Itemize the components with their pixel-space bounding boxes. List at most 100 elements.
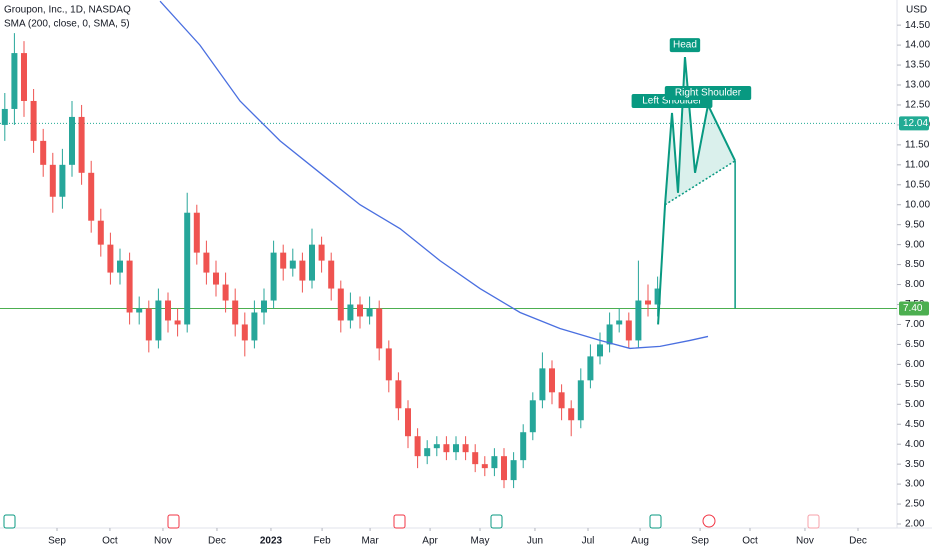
axes: 2.00 2.50 3.00 3.50 4.00 4.50 5.00 5.50 6.00 6.50… bbox=[48, 20, 930, 547]
candle-body bbox=[366, 308, 373, 317]
price-label-box bbox=[899, 301, 929, 316]
candle-body bbox=[635, 300, 642, 341]
candle-body bbox=[385, 348, 392, 381]
candle-body bbox=[241, 324, 248, 341]
earnings-icon[interactable] bbox=[649, 514, 662, 529]
x-tick-label: Jun bbox=[527, 536, 543, 547]
candle-body bbox=[1, 108, 8, 125]
candle-body bbox=[97, 220, 104, 245]
candle-body bbox=[117, 260, 123, 273]
candle-body bbox=[376, 308, 383, 349]
pattern-label-box bbox=[664, 85, 752, 100]
candle-body bbox=[299, 260, 306, 281]
candle-body bbox=[645, 300, 651, 305]
price-label: 12.04 bbox=[903, 118, 928, 129]
y-tick-label: 4.00 bbox=[905, 439, 925, 450]
x-tick-label: Sep bbox=[691, 536, 709, 547]
candle-body bbox=[597, 344, 603, 357]
candle-body bbox=[30, 100, 37, 141]
x-tick-label: Feb bbox=[313, 536, 331, 547]
candle-body bbox=[347, 304, 354, 321]
y-tick-label: 14.50 bbox=[905, 20, 930, 31]
candle-body bbox=[251, 312, 258, 341]
x-tick-label: 2023 bbox=[260, 536, 283, 547]
x-tick-label: Nov bbox=[796, 536, 814, 547]
candle-body bbox=[40, 140, 47, 165]
earnings-icon[interactable] bbox=[3, 514, 16, 529]
y-tick-label: 7.00 bbox=[905, 319, 925, 330]
candle-body bbox=[59, 164, 66, 197]
y-tick-label: 10.00 bbox=[905, 199, 930, 210]
y-tick-label: 9.50 bbox=[905, 219, 925, 230]
candle-body bbox=[126, 260, 133, 313]
candle-body bbox=[11, 53, 18, 109]
x-tick-label: Jul bbox=[582, 536, 595, 547]
candle-body bbox=[88, 172, 95, 221]
split-icon[interactable] bbox=[702, 514, 716, 528]
x-tick-label: Nov bbox=[154, 536, 172, 547]
candle-body bbox=[49, 164, 56, 197]
pattern-fill bbox=[665, 57, 736, 205]
earnings-icon[interactable] bbox=[490, 514, 503, 529]
price-label-box bbox=[899, 116, 929, 131]
candle-body bbox=[453, 444, 459, 453]
candle-body bbox=[136, 308, 143, 313]
candle-body bbox=[491, 456, 498, 469]
candle-body bbox=[145, 308, 152, 341]
candle-body bbox=[193, 212, 200, 253]
candle-body bbox=[510, 460, 517, 481]
y-tick-label: 6.00 bbox=[905, 359, 925, 370]
earnings-icon[interactable] bbox=[393, 514, 406, 529]
candle-body bbox=[213, 272, 219, 285]
neckline bbox=[664, 160, 736, 206]
pattern-label: Left Shoulder bbox=[642, 96, 702, 107]
y-tick-label: 6.50 bbox=[905, 339, 925, 350]
currency-label: USD bbox=[906, 5, 927, 16]
candle-body bbox=[472, 452, 479, 465]
candle-body bbox=[222, 284, 229, 301]
candle-body bbox=[261, 300, 267, 313]
candle-body bbox=[577, 380, 584, 421]
candle-body bbox=[21, 53, 27, 101]
x-tick-label: Dec bbox=[208, 536, 226, 547]
price-label: 7.40 bbox=[903, 303, 923, 314]
candle-body bbox=[529, 400, 536, 433]
earnings-icon[interactable] bbox=[807, 514, 820, 529]
indicator-label: SMA (200, close, 0, SMA, 5) bbox=[4, 19, 130, 30]
candle-body bbox=[69, 116, 75, 165]
candle-body bbox=[549, 368, 555, 393]
candle-body bbox=[232, 300, 239, 325]
x-tick-label: Aug bbox=[631, 536, 649, 547]
y-tick-label: 14.00 bbox=[905, 40, 930, 51]
pattern-label-box bbox=[669, 38, 701, 53]
pattern-label: Head bbox=[673, 40, 697, 51]
candle-body bbox=[568, 408, 575, 421]
candle-body bbox=[539, 368, 546, 401]
candle-body bbox=[318, 244, 325, 261]
candle-body bbox=[328, 260, 335, 289]
chart-title: Groupon, Inc., 1D, NASDAQ bbox=[4, 5, 131, 16]
x-tick-label: Oct bbox=[102, 536, 118, 547]
candle-body bbox=[357, 304, 363, 317]
y-tick-label: 2.50 bbox=[905, 499, 925, 510]
candle-body bbox=[78, 116, 85, 173]
x-tick-label: Mar bbox=[361, 536, 379, 547]
y-tick-label: 11.50 bbox=[905, 140, 930, 151]
earnings-icon[interactable] bbox=[167, 514, 180, 529]
y-tick-label: 4.50 bbox=[905, 419, 925, 430]
candle-body bbox=[280, 252, 287, 269]
candle-body bbox=[433, 444, 440, 449]
y-tick-label: 9.00 bbox=[905, 239, 925, 250]
candle-body bbox=[520, 432, 527, 461]
y-tick-label: 3.00 bbox=[905, 479, 925, 490]
pattern-label: Right Shoulder bbox=[675, 88, 742, 99]
candle-body bbox=[414, 436, 421, 457]
y-tick-label: 10.50 bbox=[905, 179, 930, 190]
candle-body bbox=[405, 408, 411, 437]
candle-body bbox=[289, 260, 296, 269]
candle-body bbox=[587, 356, 594, 381]
y-tick-label: 5.50 bbox=[905, 379, 925, 390]
